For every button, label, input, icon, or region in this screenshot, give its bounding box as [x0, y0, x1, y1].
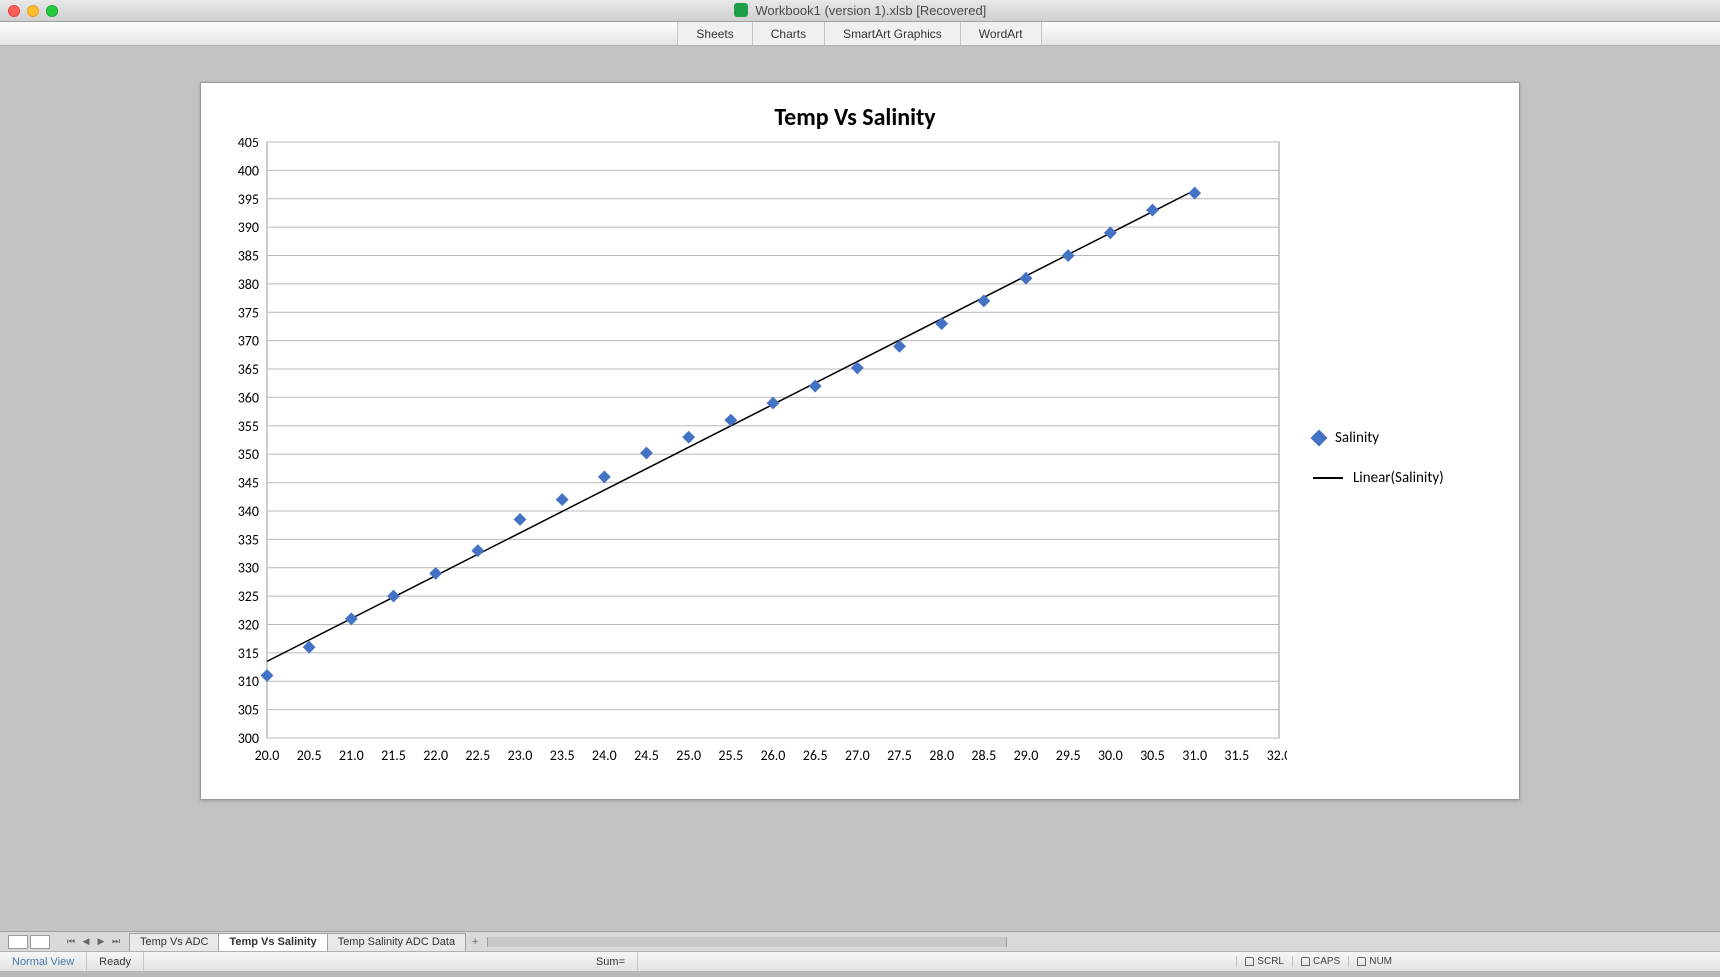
chart-svg: 300 305 310 315 320 325 330 335 340 345 350 355 360 3…: [217, 138, 1287, 778]
close-icon[interactable]: [8, 5, 20, 17]
svg-text:325: 325: [238, 588, 259, 605]
line-icon: [1313, 477, 1343, 479]
legend-item-trendline: Linear(Salinity): [1313, 469, 1457, 487]
normal-view-button[interactable]: [8, 935, 28, 949]
scrl-indicator: SCRL: [1236, 956, 1292, 967]
svg-text:370: 370: [238, 333, 259, 350]
sheet-tab-temp-salinity[interactable]: Temp Vs Salinity: [218, 933, 327, 951]
next-sheet-icon[interactable]: ▶: [94, 935, 108, 949]
prev-sheet-icon[interactable]: ◀: [79, 935, 93, 949]
tab-scrollbar[interactable]: [487, 937, 1007, 947]
traffic-lights: [8, 5, 58, 17]
svg-text:25.0: 25.0: [676, 747, 701, 764]
svg-text:27.5: 27.5: [887, 747, 912, 764]
ribbon-bar: Sheets Charts SmartArt Graphics WordArt: [0, 22, 1720, 46]
ready-label: Ready: [87, 952, 144, 971]
caps-indicator: CAPS: [1292, 956, 1348, 967]
svg-text:29.5: 29.5: [1056, 747, 1081, 764]
num-indicator: NUM: [1348, 956, 1400, 967]
title-text: Workbook1 (version 1).xlsb [Recovered]: [755, 3, 986, 18]
ribbon-tab-charts[interactable]: Charts: [752, 22, 825, 45]
svg-text:300: 300: [238, 730, 259, 747]
sheet-tab-temp-adc[interactable]: Temp Vs ADC: [129, 933, 219, 951]
svg-text:30.0: 30.0: [1098, 747, 1123, 764]
add-sheet-button[interactable]: +: [465, 936, 485, 948]
lock-icon: [1357, 957, 1366, 966]
svg-text:22.5: 22.5: [465, 747, 490, 764]
svg-text:23.5: 23.5: [550, 747, 575, 764]
svg-text:310: 310: [238, 673, 259, 690]
ribbon-tab-smartart[interactable]: SmartArt Graphics: [824, 22, 961, 45]
svg-text:400: 400: [238, 162, 259, 179]
svg-text:21.0: 21.0: [339, 747, 364, 764]
svg-text:330: 330: [238, 560, 259, 577]
svg-text:31.0: 31.0: [1182, 747, 1207, 764]
ribbon-tab-wordart[interactable]: WordArt: [960, 22, 1042, 45]
zoom-icon[interactable]: [46, 5, 58, 17]
minimize-icon[interactable]: [27, 5, 39, 17]
svg-text:28.5: 28.5: [971, 747, 996, 764]
svg-text:350: 350: [238, 446, 259, 463]
first-sheet-icon[interactable]: ⏮: [64, 935, 78, 949]
svg-text:21.5: 21.5: [381, 747, 406, 764]
canvas-area: Temp Vs Salinity 300 305 310 315 320 325 330 33…: [0, 46, 1720, 931]
svg-text:24.5: 24.5: [634, 747, 659, 764]
svg-text:355: 355: [238, 418, 259, 435]
page-layout-button[interactable]: [30, 935, 50, 949]
view-label[interactable]: Normal View: [0, 952, 87, 971]
svg-text:365: 365: [238, 361, 259, 378]
chart-plot-area: 300 305 310 315 320 325 330 335 340 345 350 355 360 3…: [217, 138, 1287, 778]
svg-text:25.5: 25.5: [718, 747, 743, 764]
last-sheet-icon[interactable]: ⏭: [109, 935, 123, 949]
window-title: Workbook1 (version 1).xlsb [Recovered]: [0, 3, 1720, 18]
svg-text:320: 320: [238, 616, 259, 633]
svg-text:390: 390: [238, 219, 259, 236]
lock-icon: [1245, 957, 1254, 966]
sum-label: Sum=: [584, 952, 638, 971]
svg-text:26.5: 26.5: [803, 747, 828, 764]
svg-text:20.0: 20.0: [255, 747, 280, 764]
chart-container[interactable]: Temp Vs Salinity 300 305 310 315 320 325 330 33…: [200, 82, 1520, 800]
svg-text:305: 305: [238, 702, 259, 719]
svg-text:22.0: 22.0: [423, 747, 448, 764]
svg-text:375: 375: [238, 304, 259, 321]
svg-text:385: 385: [238, 248, 259, 265]
legend-label: Linear(Salinity): [1353, 469, 1444, 487]
svg-text:315: 315: [238, 645, 259, 662]
chart-legend: Salinity Linear(Salinity): [1287, 138, 1457, 778]
legend-label: Salinity: [1335, 429, 1379, 447]
chart-title: Temp Vs Salinity: [217, 103, 1493, 132]
excel-icon: [734, 3, 748, 17]
svg-text:20.5: 20.5: [297, 747, 322, 764]
svg-text:32.0: 32.0: [1267, 747, 1287, 764]
svg-text:27.0: 27.0: [845, 747, 870, 764]
svg-text:26.0: 26.0: [761, 747, 786, 764]
svg-text:335: 335: [238, 531, 259, 548]
sheet-tab-adc-data[interactable]: Temp Salinity ADC Data: [327, 933, 466, 951]
status-bar: Normal View Ready Sum= SCRL CAPS NUM: [0, 951, 1720, 971]
ribbon-tab-sheets[interactable]: Sheets: [677, 22, 752, 45]
svg-text:340: 340: [238, 503, 259, 520]
svg-text:28.0: 28.0: [929, 747, 954, 764]
svg-text:360: 360: [238, 389, 259, 406]
svg-text:31.5: 31.5: [1224, 747, 1249, 764]
svg-text:345: 345: [238, 475, 259, 492]
svg-text:24.0: 24.0: [592, 747, 617, 764]
diamond-icon: [1311, 430, 1328, 447]
svg-text:30.5: 30.5: [1140, 747, 1165, 764]
lock-icon: [1301, 957, 1310, 966]
legend-item-salinity: Salinity: [1313, 429, 1457, 447]
svg-text:380: 380: [238, 276, 259, 293]
svg-text:29.0: 29.0: [1014, 747, 1039, 764]
svg-text:395: 395: [238, 191, 259, 208]
svg-text:23.0: 23.0: [508, 747, 533, 764]
window-titlebar: Workbook1 (version 1).xlsb [Recovered]: [0, 0, 1720, 22]
svg-text:405: 405: [238, 138, 259, 151]
sheet-tab-strip: ⏮ ◀ ▶ ⏭ Temp Vs ADC Temp Vs Salinity Tem…: [0, 931, 1720, 951]
